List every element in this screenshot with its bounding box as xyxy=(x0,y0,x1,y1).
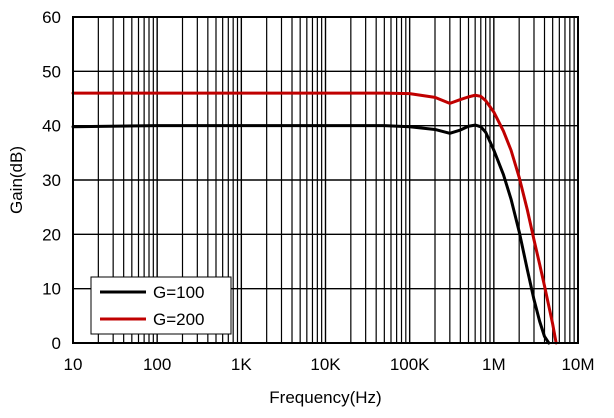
y-tick-labels: 0 10 20 30 40 50 60 xyxy=(42,8,61,353)
x-tick-label: 1K xyxy=(231,355,252,374)
series-line-g200 xyxy=(71,91,558,345)
x-tick-label: 1M xyxy=(482,355,506,374)
y-axis-title: Gain(dB) xyxy=(7,146,26,214)
legend-label-g100: G=100 xyxy=(153,283,205,302)
x-tick-label: 100 xyxy=(143,355,171,374)
x-axis-title: Frequency(Hz) xyxy=(269,388,381,407)
x-tick-labels: 10 100 1K 10K 100K 1M 10M xyxy=(64,355,595,374)
y-tick-label: 0 xyxy=(52,334,61,353)
y-tick-label: 60 xyxy=(42,8,61,27)
series-line-g100 xyxy=(71,123,551,345)
plot-frame xyxy=(72,16,579,344)
legend-label-g200: G=200 xyxy=(153,310,205,329)
x-tick-label: 10K xyxy=(310,355,341,374)
y-tick-label: 40 xyxy=(42,117,61,136)
y-tick-label: 50 xyxy=(42,62,61,81)
series-lines xyxy=(71,91,558,345)
x-tick-label: 100K xyxy=(390,355,430,374)
x-tick-label: 10 xyxy=(64,355,83,374)
y-tick-label: 10 xyxy=(42,280,61,299)
y-tick-label: 20 xyxy=(42,225,61,244)
legend: G=100 G=200 xyxy=(90,276,232,335)
x-tick-label: 10M xyxy=(561,355,594,374)
y-tick-label: 30 xyxy=(42,171,61,190)
legend-box xyxy=(90,276,232,335)
